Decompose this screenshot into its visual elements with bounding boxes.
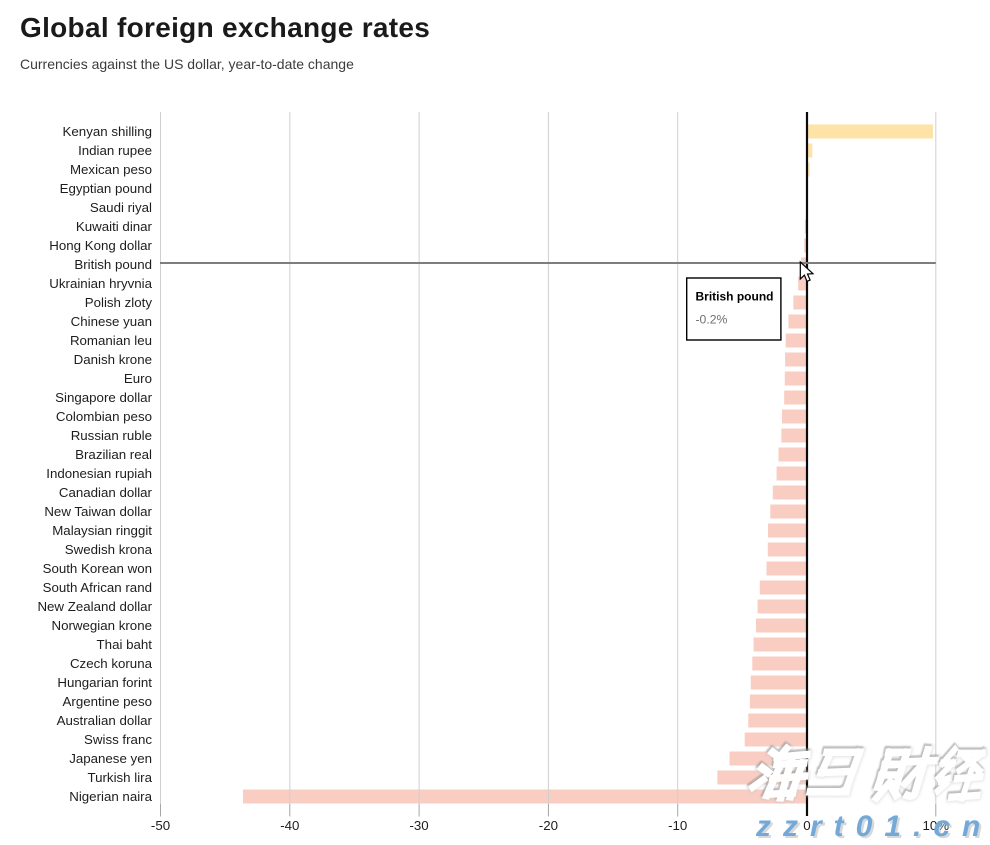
svg-text:Russian ruble: Russian ruble bbox=[71, 428, 152, 443]
svg-text:Polish zloty: Polish zloty bbox=[85, 295, 153, 310]
svg-text:Romanian leu: Romanian leu bbox=[70, 333, 152, 348]
svg-text:South African rand: South African rand bbox=[43, 580, 152, 595]
svg-text:-0.2%: -0.2% bbox=[696, 313, 728, 327]
svg-text:Indian rupee: Indian rupee bbox=[78, 143, 152, 158]
svg-text:-50: -50 bbox=[151, 818, 170, 833]
svg-text:Turkish lira: Turkish lira bbox=[87, 770, 152, 785]
svg-text:Japanese yen: Japanese yen bbox=[69, 751, 152, 766]
svg-text:Argentine peso: Argentine peso bbox=[63, 694, 152, 709]
svg-text:Euro: Euro bbox=[124, 371, 152, 386]
svg-text:Swedish krona: Swedish krona bbox=[65, 542, 153, 557]
svg-text:Kuwaiti dinar: Kuwaiti dinar bbox=[76, 219, 153, 234]
svg-text:-20: -20 bbox=[539, 818, 558, 833]
svg-text:Egyptian pound: Egyptian pound bbox=[60, 181, 152, 196]
svg-text:Hungarian forint: Hungarian forint bbox=[57, 675, 152, 690]
svg-text:Norwegian krone: Norwegian krone bbox=[51, 618, 152, 633]
svg-text:0: 0 bbox=[803, 818, 810, 833]
svg-text:Currencies against the US doll: Currencies against the US dollar, year-t… bbox=[20, 56, 354, 72]
svg-text:Mexican peso: Mexican peso bbox=[70, 162, 152, 177]
svg-text:Saudi riyal: Saudi riyal bbox=[90, 200, 152, 215]
svg-text:-40: -40 bbox=[280, 818, 299, 833]
svg-text:British pound: British pound bbox=[74, 257, 152, 272]
svg-text:Thai baht: Thai baht bbox=[97, 637, 153, 652]
svg-text:Colombian peso: Colombian peso bbox=[56, 409, 152, 424]
svg-text:Global foreign exchange rates: Global foreign exchange rates bbox=[20, 12, 430, 43]
svg-text:Canadian dollar: Canadian dollar bbox=[59, 485, 153, 500]
svg-text:Malaysian ringgit: Malaysian ringgit bbox=[52, 523, 152, 538]
svg-text:Hong Kong dollar: Hong Kong dollar bbox=[49, 238, 152, 253]
svg-text:New Taiwan dollar: New Taiwan dollar bbox=[44, 504, 152, 519]
svg-text:-30: -30 bbox=[409, 818, 428, 833]
svg-text:Singapore dollar: Singapore dollar bbox=[55, 390, 152, 405]
svg-text:Brazilian real: Brazilian real bbox=[75, 447, 152, 462]
svg-text:South Korean won: South Korean won bbox=[43, 561, 152, 576]
svg-text:Nigerian naira: Nigerian naira bbox=[69, 789, 152, 804]
svg-text:Czech koruna: Czech koruna bbox=[70, 656, 153, 671]
svg-text:Ukrainian hryvnia: Ukrainian hryvnia bbox=[49, 276, 152, 291]
svg-text:-10: -10 bbox=[668, 818, 687, 833]
svg-text:New Zealand dollar: New Zealand dollar bbox=[37, 599, 152, 614]
svg-text:British pound: British pound bbox=[696, 290, 774, 304]
svg-text:Chinese yuan: Chinese yuan bbox=[71, 314, 152, 329]
svg-text:Australian dollar: Australian dollar bbox=[57, 713, 153, 728]
svg-text:10%: 10% bbox=[922, 818, 949, 833]
svg-text:zzrt01.cn: zzrt01.cn bbox=[755, 810, 990, 840]
svg-text:Swiss franc: Swiss franc bbox=[84, 732, 152, 747]
svg-text:Indonesian rupiah: Indonesian rupiah bbox=[46, 466, 152, 481]
svg-text:Kenyan shilling: Kenyan shilling bbox=[63, 124, 152, 139]
svg-text:Danish krone: Danish krone bbox=[74, 352, 152, 367]
